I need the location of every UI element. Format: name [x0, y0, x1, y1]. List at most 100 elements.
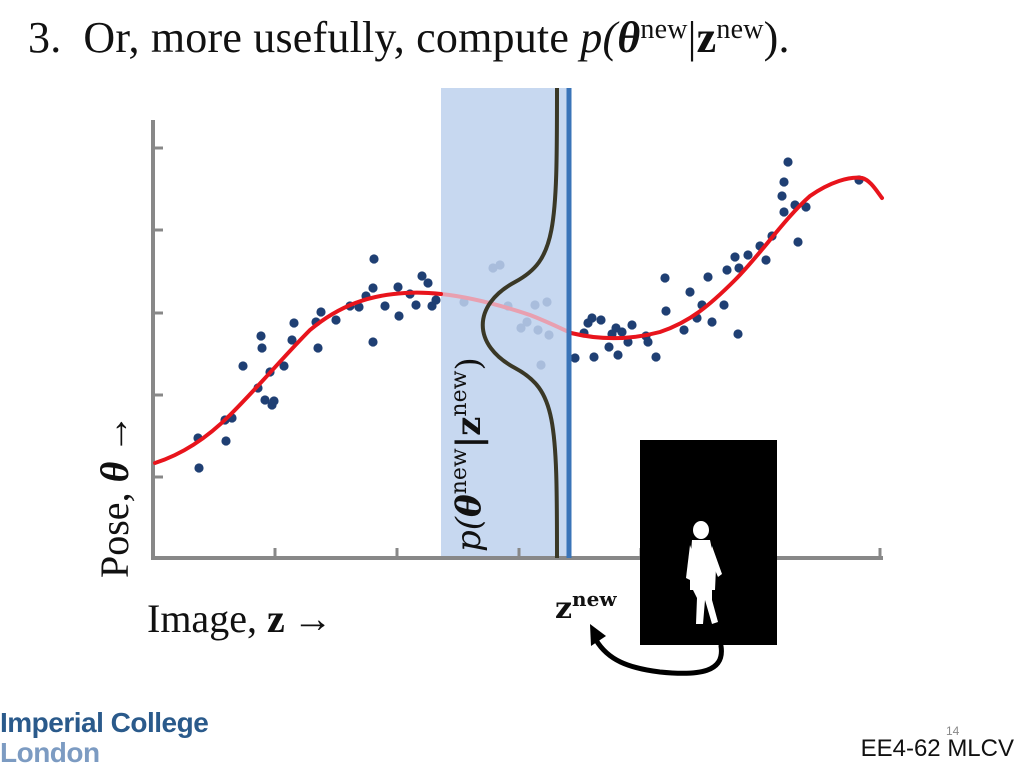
data-point — [417, 271, 427, 281]
page-number: 14 — [946, 724, 960, 738]
data-point — [394, 311, 404, 321]
data-point — [533, 325, 543, 335]
imperial-college-logo: Imperial College London — [0, 707, 209, 768]
data-point — [743, 250, 753, 260]
data-point — [596, 315, 606, 325]
data-point — [730, 252, 740, 262]
title-math-bar: | — [687, 13, 697, 62]
x-axis-label-arrow: → — [293, 596, 333, 641]
band-label-theta: θ — [449, 494, 489, 517]
y-ticks — [153, 146, 163, 479]
data-point — [734, 263, 744, 273]
y-axis-label-symbol: θ — [92, 461, 137, 482]
data-point — [256, 331, 266, 341]
title-text: Or, more usefully, compute — [83, 13, 570, 62]
regression-curve-faded — [439, 292, 573, 335]
data-point — [793, 237, 803, 247]
data-point — [544, 330, 554, 340]
znew-label: znew — [555, 587, 617, 626]
data-point — [516, 323, 526, 333]
data-point — [703, 272, 713, 282]
data-point — [221, 436, 231, 446]
data-point — [707, 317, 717, 327]
data-point — [722, 265, 732, 275]
logo-line-2: London — [0, 737, 100, 768]
band-label-new-2: new — [447, 370, 472, 416]
data-point — [369, 254, 379, 264]
band-label-bar: |z — [449, 417, 489, 449]
data-point — [779, 207, 789, 217]
band-label-close: ) — [449, 357, 489, 370]
data-point — [660, 273, 670, 283]
data-point — [604, 342, 614, 352]
logo-line-1: Imperial College — [0, 707, 209, 738]
data-point — [651, 352, 661, 362]
title-number: 3. — [28, 13, 62, 62]
data-point — [393, 282, 403, 292]
data-point — [313, 343, 323, 353]
data-point — [287, 335, 297, 345]
band-label-p: p( — [449, 516, 489, 552]
title-math-theta: θ — [617, 13, 641, 62]
y-axis-label-arrow: → — [92, 414, 137, 454]
y-axis-label: Pose, θ → — [92, 414, 137, 578]
data-point — [719, 300, 729, 310]
data-point — [431, 295, 441, 305]
data-point — [522, 317, 532, 327]
data-point — [257, 343, 267, 353]
data-point — [542, 297, 552, 307]
slide-title: 3. Or, more usefully, compute p(θnew|znew… — [28, 12, 790, 63]
znew-label-z: z — [555, 591, 572, 626]
posterior-density-curve — [480, 87, 559, 559]
title-math-p: p( — [580, 13, 618, 62]
data-point — [617, 327, 627, 337]
data-point — [238, 361, 248, 371]
data-point — [733, 329, 743, 339]
person-silhouette-icon — [686, 521, 722, 624]
silhouette-image — [640, 440, 777, 645]
data-point — [761, 255, 771, 265]
data-point — [368, 337, 378, 347]
curved-arrow-head — [590, 624, 606, 646]
x-axis-label-word: Image, — [147, 596, 267, 641]
regression-curve-left — [153, 290, 443, 465]
data-point — [279, 361, 289, 371]
data-point — [423, 278, 433, 288]
data-point — [194, 463, 204, 473]
data-point — [613, 350, 623, 360]
data-point — [354, 302, 364, 312]
data-point — [289, 318, 299, 328]
data-point — [368, 283, 378, 293]
data-point — [316, 307, 326, 317]
data-point — [570, 353, 580, 363]
band-label-new-1: new — [447, 448, 472, 494]
data-point — [779, 177, 789, 187]
course-code: EE4-62 MLCV — [860, 735, 1014, 762]
data-point — [331, 315, 341, 325]
znew-label-sup: new — [572, 587, 617, 611]
title-math-close: ). — [763, 13, 790, 62]
x-axis-label-symbol: z — [267, 596, 285, 641]
data-point — [777, 191, 787, 201]
data-point — [530, 300, 540, 310]
data-point — [643, 337, 653, 347]
data-point — [587, 313, 597, 323]
data-point — [589, 352, 599, 362]
x-axis-label: Image, z → — [147, 596, 333, 641]
title-math-z: z — [696, 13, 717, 62]
y-axis-label-word: Pose, — [92, 482, 137, 578]
data-point — [679, 325, 689, 335]
data-point — [627, 320, 637, 330]
curved-arrow-icon — [593, 637, 724, 676]
data-point — [488, 263, 498, 273]
data-point — [536, 360, 546, 370]
title-math-new-1: new — [640, 14, 688, 45]
data-point — [380, 301, 390, 311]
data-point — [411, 300, 421, 310]
data-point — [685, 287, 695, 297]
data-point — [661, 306, 671, 316]
data-point — [783, 157, 793, 167]
data-point — [495, 260, 505, 270]
data-point — [260, 395, 270, 405]
